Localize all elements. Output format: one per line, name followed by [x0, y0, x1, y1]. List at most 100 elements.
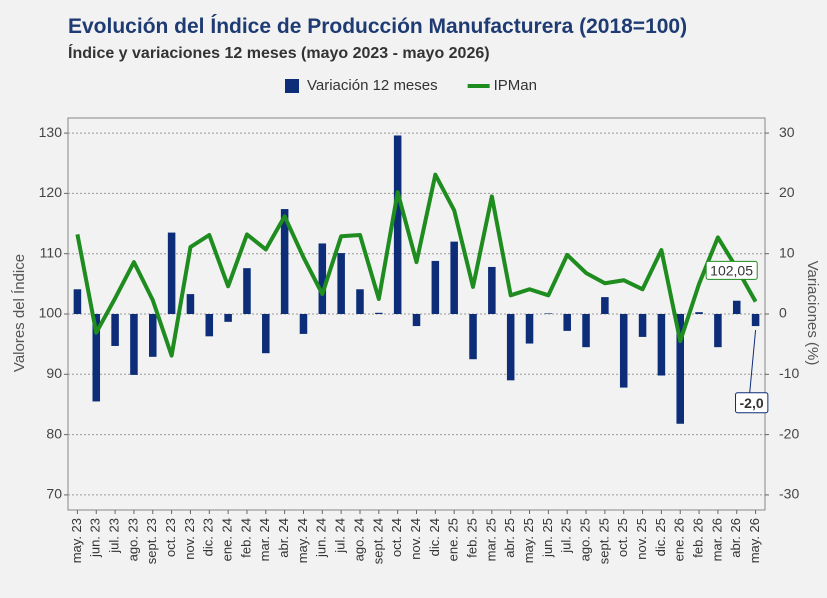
x-tick-label: oct. 24	[389, 518, 404, 557]
y2-tick-label: -20	[779, 425, 799, 441]
bar	[280, 209, 289, 314]
x-tick-label: sept. 23	[144, 518, 159, 564]
bar	[619, 314, 628, 388]
bar	[337, 253, 345, 314]
y-tick-label: 100	[39, 305, 63, 321]
x-tick-label: jul. 25	[559, 518, 574, 554]
label-leader	[749, 330, 757, 395]
bar	[450, 241, 458, 314]
bar	[167, 232, 176, 314]
x-tick-label: mar. 25	[483, 518, 498, 561]
data-label-box	[705, 260, 758, 280]
legend-label: IPMan	[494, 77, 537, 94]
chart-subtitle: Índice y variaciones 12 meses (mayo 2023…	[68, 43, 490, 62]
x-tick-label: feb. 24	[238, 518, 253, 558]
x-tick-label: nov. 24	[408, 518, 423, 560]
x-tick-label: dic. 25	[653, 518, 668, 556]
data-label-box	[735, 392, 769, 414]
data-label: -2,0	[740, 395, 764, 411]
legend-swatch	[285, 79, 299, 93]
y2-tick-label: 0	[779, 305, 787, 321]
legend: Variación 12 meses IPMan	[285, 77, 537, 94]
y-tick-label: 80	[46, 425, 62, 441]
bar	[732, 300, 741, 314]
legend-label: Variación 12 meses	[307, 77, 438, 94]
x-tick-label: abr. 24	[276, 518, 291, 558]
x-tick-label: feb. 25	[464, 518, 479, 558]
x-tick-label: ene. 24	[220, 518, 235, 561]
x-tick-label: jun. 25	[540, 518, 555, 558]
bar	[243, 268, 251, 314]
x-tick-label: mar. 26	[709, 518, 724, 561]
bar	[224, 314, 232, 322]
bar	[130, 314, 138, 375]
x-tick-label: sept. 25	[596, 518, 611, 564]
bar	[638, 314, 647, 337]
x-tick-label: nov. 23	[182, 518, 197, 560]
x-tick-label: ago. 24	[351, 518, 366, 561]
bar	[375, 312, 383, 314]
bar	[657, 314, 666, 376]
x-tick-label: ago. 23	[125, 518, 140, 561]
bar	[92, 314, 101, 402]
bar	[356, 289, 364, 314]
line	[75, 172, 758, 358]
bar	[601, 297, 609, 314]
x-tick-label: jul. 23	[107, 518, 122, 554]
bar	[695, 312, 703, 314]
bar	[714, 314, 722, 348]
bar	[676, 314, 684, 424]
data-label: 102,05	[710, 262, 753, 278]
x-tick-label: abr. 25	[502, 518, 517, 558]
bar	[469, 314, 477, 360]
y2-tick-label: 10	[779, 244, 795, 260]
x-tick-label: may. 26	[747, 518, 762, 563]
x-tick-label: sept. 24	[370, 518, 385, 564]
bar	[205, 314, 214, 337]
bar	[488, 266, 496, 314]
bar	[506, 314, 515, 381]
y2-tick-label: -10	[779, 365, 799, 381]
x-tick-label: dic. 24	[427, 518, 442, 556]
y2-tick-label: 30	[779, 124, 795, 140]
x-tick-label: ene. 25	[446, 518, 461, 561]
x-tick-label: oct. 25	[615, 518, 630, 557]
bar	[299, 314, 308, 334]
bar	[751, 314, 760, 327]
x-tick-label: may. 24	[295, 518, 310, 563]
y-tick-label: 90	[46, 365, 62, 381]
bar	[525, 314, 534, 344]
bar	[393, 135, 402, 314]
x-tick-label: ene. 26	[672, 518, 687, 561]
x-tick-label: oct. 23	[163, 518, 178, 557]
y2-tick-label: 20	[779, 184, 795, 200]
bar	[582, 314, 590, 348]
x-tick-label: ago. 25	[577, 518, 592, 561]
x-tick-label: may. 23	[69, 518, 84, 563]
x-tick-label: may. 25	[521, 518, 536, 563]
bar	[544, 313, 553, 314]
y-tick-label: 70	[46, 486, 62, 502]
bar	[149, 314, 157, 357]
y-tick-label: 120	[39, 184, 63, 200]
x-tick-label: feb. 26	[691, 518, 706, 558]
x-tick-label: jun. 23	[88, 518, 103, 558]
x-tick-label: nov. 25	[634, 518, 649, 560]
bar	[431, 260, 440, 314]
bar	[412, 314, 421, 327]
x-tick-label: jun. 24	[314, 518, 329, 558]
bar	[318, 243, 327, 314]
bar	[563, 314, 571, 331]
y2-axis-title: Variaciones (%)	[804, 261, 821, 366]
bar	[111, 314, 119, 346]
bar	[73, 289, 82, 314]
x-tick-label: jul. 24	[333, 518, 348, 554]
x-tick-label: dic. 23	[201, 518, 216, 556]
y-tick-label: 110	[40, 244, 63, 260]
bar	[262, 314, 270, 354]
x-tick-label: mar. 24	[257, 518, 272, 561]
y-axis-title: Valores del Índice	[11, 254, 28, 372]
y2-tick-label: -30	[779, 486, 799, 502]
x-tick-label: abr. 26	[728, 518, 743, 558]
